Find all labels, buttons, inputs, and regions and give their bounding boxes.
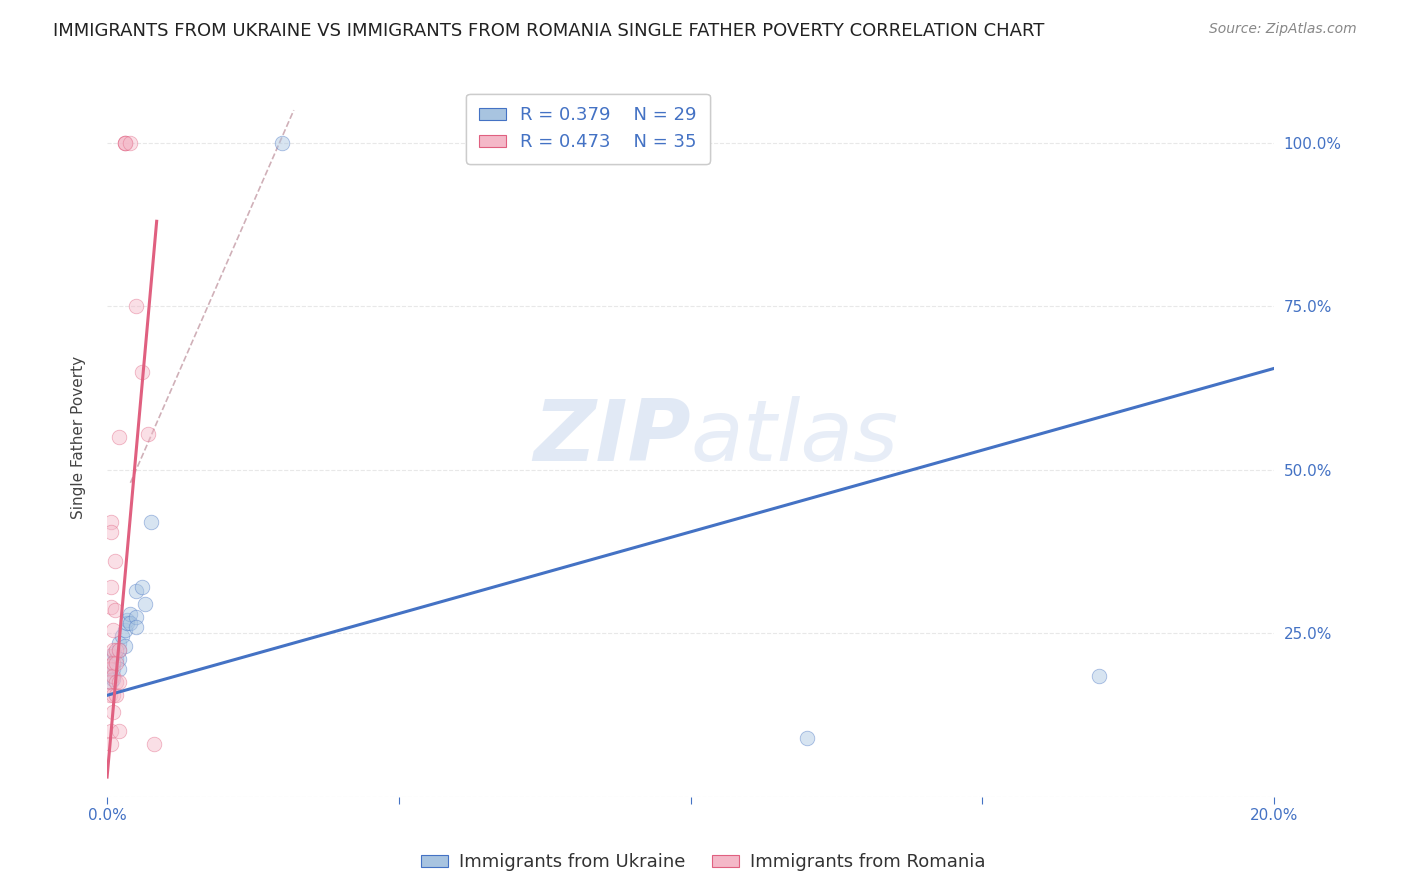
Text: ZIP: ZIP: [533, 395, 690, 478]
Point: [100, 600, 122, 615]
Y-axis label: Single Father Poverty: Single Father Poverty: [72, 356, 86, 518]
Point: [139, 515, 162, 529]
Point: [134, 597, 156, 611]
Point: [104, 642, 127, 657]
Point: [125, 299, 148, 313]
Legend: Immigrants from Ukraine, Immigrants from Romania: Immigrants from Ukraine, Immigrants from…: [413, 847, 993, 879]
Point: [100, 581, 122, 595]
Point: [117, 613, 139, 627]
Point: [100, 659, 122, 673]
Text: Source: ZipAtlas.com: Source: ZipAtlas.com: [1209, 22, 1357, 37]
Point: [101, 623, 124, 637]
Point: [107, 430, 129, 444]
Point: [125, 610, 148, 624]
Point: [101, 689, 124, 703]
Point: [131, 365, 153, 379]
Point: [98, 662, 121, 676]
Point: [100, 737, 122, 751]
Point: [98, 662, 121, 676]
Point: [142, 737, 165, 751]
Point: [98, 689, 121, 703]
Point: [120, 616, 142, 631]
Point: [107, 662, 129, 676]
Text: IMMIGRANTS FROM UKRAINE VS IMMIGRANTS FROM ROMANIA SINGLE FATHER POVERTY CORRELA: IMMIGRANTS FROM UKRAINE VS IMMIGRANTS FR…: [53, 22, 1045, 40]
Point: [101, 705, 124, 719]
Text: atlas: atlas: [690, 395, 898, 478]
Point: [104, 656, 127, 670]
Point: [100, 515, 122, 529]
Point: [107, 636, 129, 650]
Point: [114, 623, 136, 637]
Point: [104, 689, 127, 703]
Point: [107, 675, 129, 690]
Point: [107, 652, 129, 666]
Point: [104, 652, 127, 666]
Point: [101, 656, 124, 670]
Point: [100, 524, 122, 539]
Point: [131, 581, 153, 595]
Point: [100, 669, 122, 683]
Point: [125, 620, 148, 634]
Point: [271, 136, 294, 150]
Point: [104, 675, 127, 690]
Point: [120, 607, 142, 621]
Point: [114, 136, 136, 150]
Point: [101, 662, 124, 676]
Point: [101, 642, 124, 657]
Point: [796, 731, 818, 745]
Point: [114, 640, 136, 654]
Point: [107, 642, 129, 657]
Point: [100, 724, 122, 739]
Point: [111, 630, 134, 644]
Point: [101, 649, 124, 664]
Point: [120, 136, 142, 150]
Point: [136, 426, 159, 441]
Point: [101, 669, 124, 683]
Point: [104, 603, 127, 617]
Point: [100, 675, 122, 690]
Point: [125, 583, 148, 598]
Point: [1088, 669, 1111, 683]
Point: [114, 136, 136, 150]
Point: [97, 659, 120, 673]
Point: [117, 616, 139, 631]
Point: [104, 554, 127, 568]
Point: [107, 642, 129, 657]
Point: [103, 646, 125, 660]
Legend: R = 0.379    N = 29, R = 0.473    N = 35: R = 0.379 N = 29, R = 0.473 N = 35: [467, 94, 710, 164]
Point: [98, 675, 121, 690]
Point: [98, 649, 121, 664]
Point: [107, 724, 129, 739]
Point: [101, 672, 124, 686]
Point: [114, 136, 136, 150]
